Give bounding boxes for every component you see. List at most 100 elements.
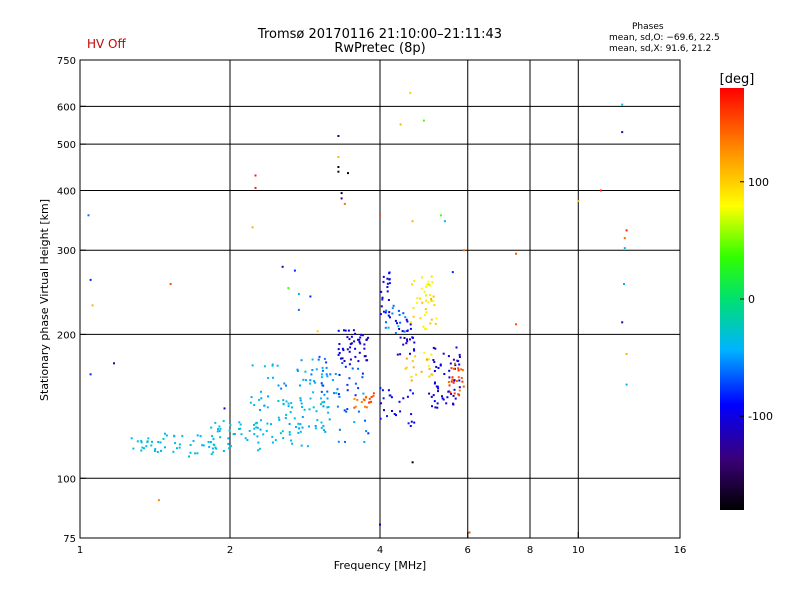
colorbar-tick-label: 100	[748, 176, 769, 189]
data-point	[351, 367, 354, 370]
data-point	[621, 103, 624, 106]
data-point	[338, 343, 341, 345]
data-point	[278, 418, 281, 421]
data-point	[217, 428, 219, 431]
data-point	[430, 297, 433, 300]
data-point	[337, 135, 340, 137]
data-point	[452, 381, 455, 384]
data-point	[372, 392, 375, 395]
data-point	[347, 172, 349, 175]
data-point	[219, 427, 222, 430]
data-point	[439, 214, 442, 217]
data-point	[189, 451, 192, 454]
data-point	[218, 430, 221, 432]
data-point	[354, 405, 357, 408]
data-point	[411, 360, 414, 363]
data-point	[380, 305, 383, 308]
data-point	[365, 406, 368, 409]
data-point	[357, 338, 359, 341]
data-point	[162, 437, 165, 440]
data-point	[274, 439, 277, 442]
data-point	[314, 427, 317, 430]
data-point	[422, 325, 425, 328]
data-point	[456, 359, 459, 362]
data-point	[380, 290, 383, 293]
data-point	[358, 341, 361, 343]
data-point	[312, 406, 315, 409]
data-point	[405, 357, 408, 360]
data-point	[420, 370, 423, 373]
data-point	[461, 380, 464, 383]
data-point	[452, 394, 455, 397]
data-point	[290, 439, 293, 442]
data-point	[346, 389, 349, 392]
data-point	[402, 397, 405, 400]
data-point	[389, 316, 391, 319]
data-point	[239, 423, 242, 426]
data-point	[333, 392, 336, 395]
data-point	[388, 311, 391, 314]
data-point	[188, 455, 190, 458]
data-point	[151, 440, 153, 443]
data-point	[322, 384, 325, 387]
data-point	[621, 321, 624, 324]
data-point	[328, 418, 331, 421]
data-point	[396, 353, 399, 356]
data-point	[433, 304, 436, 307]
data-point	[397, 325, 400, 328]
data-point	[364, 419, 366, 422]
data-point	[425, 327, 427, 330]
data-point	[357, 410, 360, 413]
data-point	[337, 440, 340, 443]
data-point	[398, 400, 401, 403]
data-point	[228, 447, 231, 450]
data-point	[434, 406, 437, 409]
data-point	[232, 433, 235, 436]
data-point	[447, 355, 450, 358]
data-point	[249, 401, 252, 404]
data-point	[623, 283, 625, 285]
data-point	[299, 430, 302, 433]
data-point	[441, 397, 444, 400]
data-point	[428, 375, 431, 378]
phase-stats-heading: Phases	[632, 22, 664, 32]
data-point	[348, 338, 351, 341]
data-point	[386, 415, 388, 418]
data-point	[218, 425, 221, 428]
data-point	[304, 379, 307, 382]
data-point	[258, 447, 261, 450]
x-tick-label: 16	[674, 545, 687, 556]
data-point	[174, 442, 177, 445]
data-point	[266, 406, 269, 409]
data-point	[385, 321, 387, 324]
data-point	[178, 446, 181, 449]
data-point	[455, 346, 458, 349]
data-point	[320, 397, 323, 400]
data-point	[398, 313, 401, 316]
data-point	[458, 363, 461, 366]
data-point	[211, 435, 214, 438]
data-point	[309, 379, 312, 382]
data-point	[178, 443, 181, 446]
data-point	[387, 314, 390, 317]
data-point	[623, 247, 626, 250]
data-point	[349, 358, 352, 361]
data-point	[432, 295, 435, 298]
y-tick-label: 400	[57, 186, 76, 197]
data-point	[388, 282, 391, 285]
data-point	[385, 309, 388, 312]
data-point	[196, 452, 199, 455]
x-tick-label: 4	[377, 545, 383, 556]
data-point	[430, 318, 433, 321]
data-point	[406, 340, 409, 343]
data-point	[362, 392, 365, 395]
data-point	[277, 400, 280, 402]
data-point	[267, 377, 270, 380]
y-tick-label: 100	[57, 474, 76, 485]
data-point	[452, 367, 455, 370]
data-point	[399, 410, 402, 413]
data-point	[89, 278, 92, 281]
data-point	[625, 229, 628, 232]
data-point	[462, 385, 465, 388]
data-point	[299, 423, 302, 426]
